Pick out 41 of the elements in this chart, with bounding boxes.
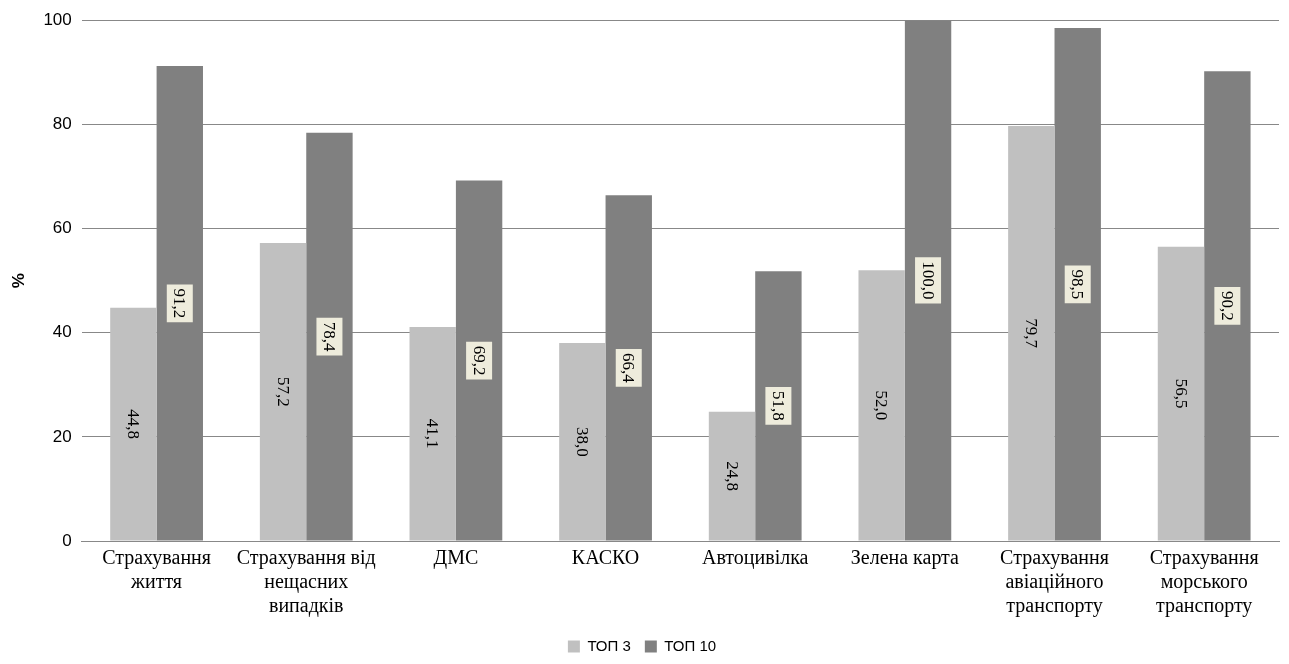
legend-label: ТОП 10 [664,636,717,654]
data-label: 56,5 [1171,378,1191,409]
bar [409,326,456,541]
data-label: 66,4 [619,352,639,384]
bar [110,307,157,541]
bar [858,270,905,541]
x-tick-label: ДМС [433,546,479,570]
y-tick-label: 60 [52,218,72,238]
data-label: 51,8 [768,390,788,421]
data-label: 38,0 [572,426,592,457]
data-label: 78,4 [319,321,339,352]
x-tick-label: Страхування морського транспорту [1149,546,1259,618]
bar [1008,125,1055,541]
data-label: 52,0 [872,390,892,421]
bar [559,343,606,541]
x-tick-label: Страхування від нещасних випадків [236,546,376,618]
bar [1157,246,1205,541]
data-label: 41,1 [423,418,443,449]
data-label: 57,2 [273,376,293,407]
bar [259,243,307,541]
data-label: 91,2 [170,288,190,319]
y-tick-label: 80 [52,114,72,134]
data-label: 69,2 [469,345,489,376]
x-tick-label: Страхування життя [102,546,212,593]
data-label: 98,5 [1068,269,1088,300]
data-label: 100,0 [918,261,938,300]
x-tick-label: Зелена карта [850,546,960,570]
data-label: 90,2 [1217,290,1237,321]
x-tick-label: Автоцивілка [701,546,809,570]
data-label: 24,8 [722,461,742,492]
y-tick-label: 0 [62,530,72,550]
bar [708,411,756,541]
data-label: 44,8 [123,409,143,439]
y-axis-title: % [8,273,28,289]
y-tick-label: 100 [43,9,72,29]
legend-label: ТОП 3 [587,636,631,654]
y-tick-label: 40 [52,322,72,342]
x-tick-label: Страхування авіаційного транспорту [1000,546,1109,618]
y-tick-label: 20 [52,426,72,446]
x-tick-label: КАСКО [571,546,640,569]
data-label: 79,7 [1021,318,1041,349]
